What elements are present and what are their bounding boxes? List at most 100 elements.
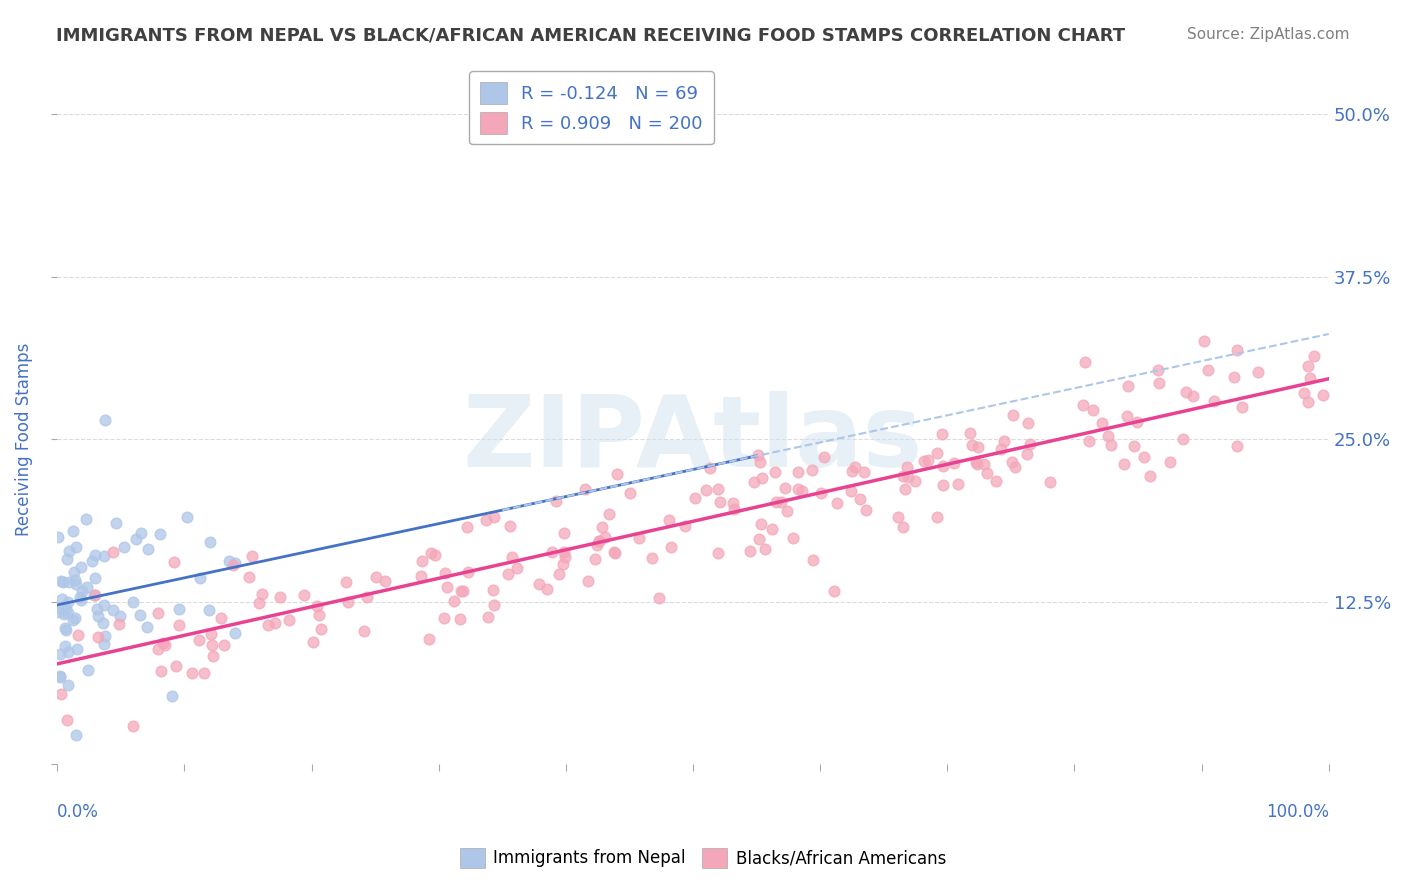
Point bbox=[149, 527, 172, 541]
Point bbox=[823, 583, 845, 598]
Point bbox=[1091, 416, 1114, 430]
Point bbox=[699, 460, 721, 475]
Point bbox=[104, 516, 127, 530]
Point bbox=[65, 577, 87, 591]
Point bbox=[583, 552, 606, 566]
Point bbox=[250, 587, 273, 601]
Point bbox=[218, 554, 240, 568]
Point bbox=[62, 613, 84, 627]
Point bbox=[51, 574, 73, 589]
Point bbox=[163, 556, 186, 570]
Point bbox=[335, 575, 357, 590]
Point bbox=[896, 460, 918, 475]
Point bbox=[131, 525, 153, 540]
Point bbox=[418, 632, 440, 647]
Point bbox=[1294, 385, 1316, 400]
Point bbox=[553, 558, 575, 572]
Point bbox=[1182, 389, 1205, 403]
Point bbox=[112, 541, 135, 555]
Point bbox=[931, 427, 953, 442]
Point bbox=[136, 541, 159, 556]
Point bbox=[598, 507, 620, 521]
Point bbox=[931, 458, 953, 473]
Point bbox=[49, 688, 72, 702]
Point bbox=[1204, 394, 1226, 409]
Point bbox=[673, 519, 696, 533]
Point bbox=[94, 629, 117, 643]
Point bbox=[1083, 402, 1105, 417]
Point bbox=[451, 584, 474, 599]
Point bbox=[356, 590, 378, 604]
Point bbox=[80, 554, 103, 568]
Point bbox=[1073, 398, 1095, 412]
Point bbox=[63, 573, 86, 587]
Point bbox=[709, 495, 731, 509]
Point bbox=[800, 463, 823, 477]
Point bbox=[976, 466, 998, 480]
Point bbox=[685, 491, 707, 505]
Point bbox=[200, 535, 222, 549]
Point bbox=[887, 510, 910, 524]
Point bbox=[585, 538, 607, 552]
Point bbox=[311, 623, 333, 637]
Point bbox=[603, 546, 626, 560]
Point bbox=[353, 624, 375, 638]
Point bbox=[124, 532, 146, 546]
Point bbox=[1197, 363, 1219, 377]
Point bbox=[122, 719, 145, 733]
Point bbox=[48, 669, 70, 683]
Point bbox=[292, 588, 315, 602]
Point bbox=[136, 619, 159, 633]
Point bbox=[65, 540, 87, 554]
Point bbox=[51, 574, 73, 588]
Point bbox=[960, 437, 983, 451]
Point bbox=[1001, 455, 1024, 469]
Point bbox=[787, 482, 810, 496]
Point bbox=[1232, 400, 1254, 414]
Point bbox=[165, 659, 187, 673]
Point bbox=[1097, 429, 1119, 443]
Point bbox=[93, 637, 115, 651]
Point bbox=[1226, 439, 1249, 453]
Point bbox=[48, 530, 70, 544]
Point bbox=[224, 626, 246, 640]
Point bbox=[647, 591, 669, 606]
Point bbox=[63, 566, 86, 580]
Point bbox=[70, 559, 93, 574]
Point bbox=[364, 569, 387, 583]
Point bbox=[269, 591, 291, 605]
Point bbox=[58, 678, 80, 692]
Point bbox=[1296, 395, 1319, 409]
Point bbox=[792, 483, 814, 498]
Point bbox=[155, 638, 177, 652]
Point bbox=[527, 577, 550, 591]
Point bbox=[917, 453, 939, 467]
Point bbox=[197, 603, 219, 617]
Point bbox=[782, 531, 804, 545]
Point bbox=[482, 509, 505, 524]
Point bbox=[966, 457, 988, 471]
Point bbox=[593, 530, 616, 544]
Point bbox=[1139, 469, 1161, 483]
Point bbox=[813, 450, 835, 464]
Point bbox=[209, 610, 232, 624]
Point bbox=[942, 456, 965, 470]
Point bbox=[948, 477, 970, 491]
Point bbox=[94, 413, 117, 427]
Point bbox=[48, 605, 70, 619]
Point bbox=[619, 486, 641, 500]
Point bbox=[51, 592, 73, 607]
Text: IMMIGRANTS FROM NEPAL VS BLACK/AFRICAN AMERICAN RECEIVING FOOD STAMPS CORRELATIO: IMMIGRANTS FROM NEPAL VS BLACK/AFRICAN A… bbox=[56, 27, 1125, 45]
Point bbox=[83, 588, 105, 602]
Point bbox=[108, 617, 131, 632]
Point bbox=[1312, 387, 1334, 401]
Point bbox=[773, 481, 796, 495]
Point bbox=[761, 522, 783, 536]
Point bbox=[62, 524, 84, 539]
Point bbox=[69, 590, 91, 604]
Point bbox=[1247, 364, 1270, 378]
Point bbox=[965, 455, 987, 469]
Point bbox=[249, 596, 271, 610]
Point bbox=[810, 486, 832, 500]
Point bbox=[336, 595, 359, 609]
